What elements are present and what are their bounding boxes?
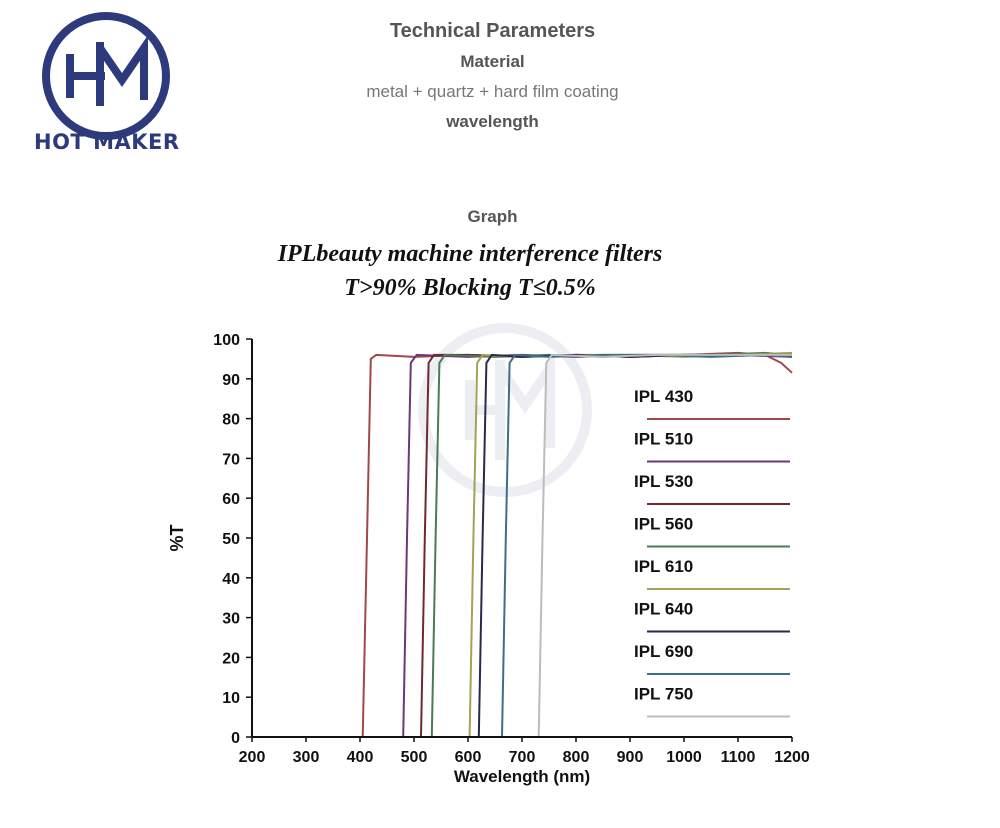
material-label: Material <box>460 52 525 71</box>
legend-label: IPL 430 <box>634 387 693 406</box>
x-axis-label: Wavelength (nm) <box>454 767 590 786</box>
x-tick-label: 800 <box>563 749 590 766</box>
x-tick-label: 500 <box>401 749 428 766</box>
y-tick-label: 70 <box>222 451 240 468</box>
ticks-layer: 200 300 400 500 600 700 800 900 1000 1100 1200 0 10 2… <box>213 332 810 766</box>
y-tick-label: 40 <box>222 571 240 588</box>
legend-label: IPL 750 <box>634 685 693 704</box>
legend-label: IPL 510 <box>634 430 693 449</box>
y-tick-label: 10 <box>222 690 240 707</box>
legend-label: IPL 640 <box>634 600 693 619</box>
material-value: metal + quartz + hard film coating <box>366 82 619 101</box>
y-tick-label: 100 <box>213 332 240 349</box>
hot-maker-logo <box>42 12 170 140</box>
chart-subtitle: T>90% Blocking T≤0.5% <box>344 275 596 301</box>
logo-monogram <box>66 35 148 106</box>
series-line-ipl-430 <box>252 351 793 738</box>
y-tick-label: 60 <box>222 491 240 508</box>
logo-text: HOT MAKER <box>34 130 180 154</box>
legend: IPL 430 IPL 510 IPL 530 IPL 560 IPL 610 IPL 6… <box>634 387 790 718</box>
legend-label: IPL 690 <box>634 642 693 661</box>
y-tick-label: 80 <box>222 412 240 429</box>
legend-label: IPL 530 <box>634 472 693 491</box>
x-tick-label: 1000 <box>666 749 702 766</box>
page-heading: Technical Parameters <box>389 20 596 42</box>
x-tick-label: 400 <box>347 749 374 766</box>
x-tick-label: 900 <box>617 749 644 766</box>
legend-label: IPL 610 <box>634 557 693 576</box>
x-tick-label: 300 <box>293 749 320 766</box>
series-line-ipl-560 <box>252 351 793 738</box>
legend-label: IPL 560 <box>634 515 693 534</box>
y-tick-label: 30 <box>222 611 240 628</box>
x-tick-label: 600 <box>455 749 482 766</box>
x-tick-label: 200 <box>239 749 266 766</box>
chart-title: IPLbeauty machine interference filters <box>277 241 663 267</box>
x-tick-label: 1100 <box>721 749 756 766</box>
x-tick-label: 1200 <box>774 749 810 766</box>
y-tick-label: 0 <box>231 730 240 747</box>
logo-ring <box>42 12 170 140</box>
series-layer <box>252 351 793 738</box>
wavelength-label: wavelength <box>446 112 539 131</box>
y-tick-label: 20 <box>222 650 240 667</box>
series-line-ipl-690 <box>252 353 793 738</box>
watermark-logo <box>418 323 592 497</box>
y-tick-label: 50 <box>222 531 240 548</box>
graph-label: Graph <box>467 207 518 226</box>
y-tick-label: 90 <box>222 372 240 389</box>
series-line-ipl-750 <box>252 353 792 738</box>
x-tick-label: 700 <box>509 749 536 766</box>
y-axis-label: %T <box>167 524 187 551</box>
series-line-ipl-610 <box>252 351 793 738</box>
